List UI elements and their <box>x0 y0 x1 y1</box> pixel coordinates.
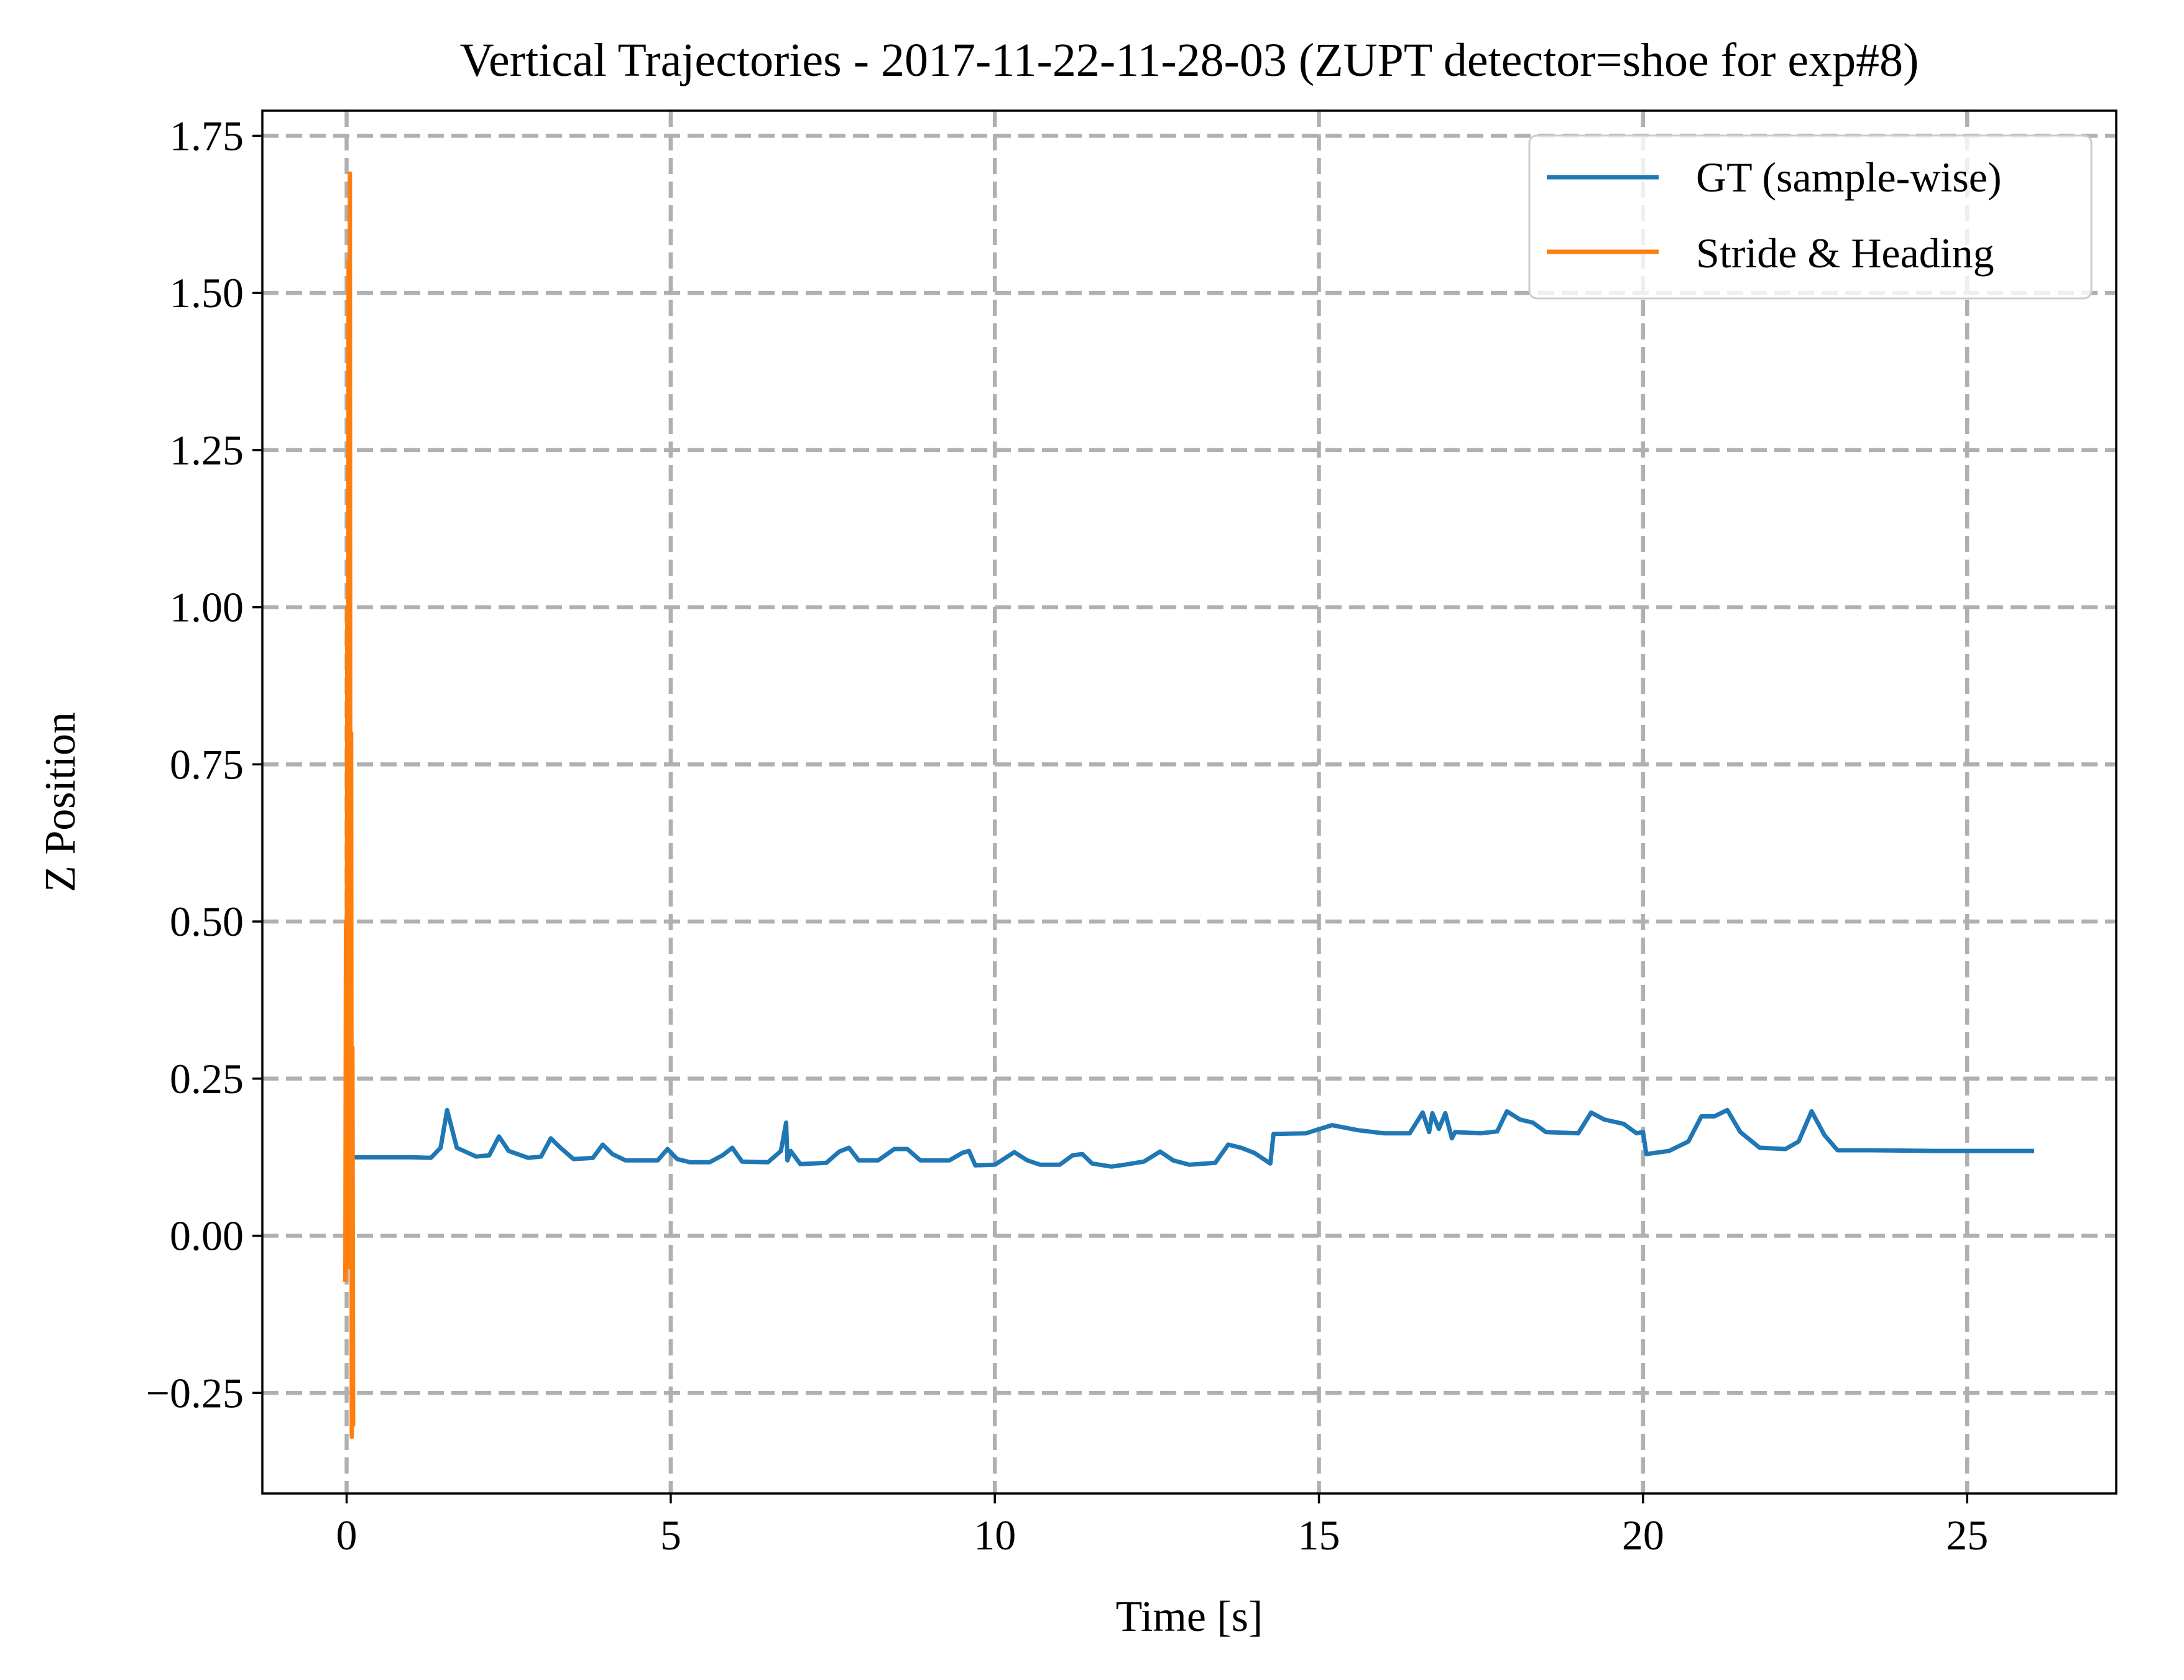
y-axis-ticks: −0.25 0.00 0.25 0.50 0.75 1.00 1.25 1.50 1.75 <box>146 112 262 1416</box>
y-tick-label: 0.75 <box>170 741 244 788</box>
y-axis-label: Z Position <box>37 712 85 892</box>
y-tick-label: −0.25 <box>146 1369 244 1416</box>
y-tick-label: 1.75 <box>170 112 244 159</box>
x-tick-label: 20 <box>1622 1512 1664 1559</box>
y-tick-label: 0.00 <box>170 1212 244 1260</box>
legend: GT (sample-wise) Stride & Heading <box>1528 134 2093 300</box>
y-tick-label: 1.50 <box>170 269 244 316</box>
x-tick-label: 25 <box>1946 1512 1988 1559</box>
series-line-gt <box>351 1107 2034 1169</box>
x-axis-label: Time [s] <box>1116 1593 1263 1641</box>
legend-box <box>1528 134 2093 300</box>
y-tick-label: 1.25 <box>170 427 244 474</box>
x-tick-label: 0 <box>336 1512 357 1559</box>
x-axis-ticks: 0 5 10 15 20 25 <box>336 1493 1988 1559</box>
x-tick-label: 10 <box>974 1512 1016 1559</box>
x-tick-label: 5 <box>660 1512 681 1559</box>
series-line-stride-heading <box>343 171 356 1439</box>
chart-title: Vertical Trajectories - 2017-11-22-11-28… <box>460 34 1919 86</box>
y-tick-label: 0.25 <box>170 1055 244 1102</box>
y-tick-label: 1.00 <box>170 584 244 631</box>
series-layer <box>343 171 2034 1439</box>
y-tick-label: 0.50 <box>170 898 244 945</box>
x-tick-label: 15 <box>1298 1512 1340 1559</box>
legend-label-stride-heading: Stride & Heading <box>1696 229 1994 277</box>
plot-area-frame <box>261 109 2117 1495</box>
legend-label-gt: GT (sample-wise) <box>1696 154 2002 201</box>
